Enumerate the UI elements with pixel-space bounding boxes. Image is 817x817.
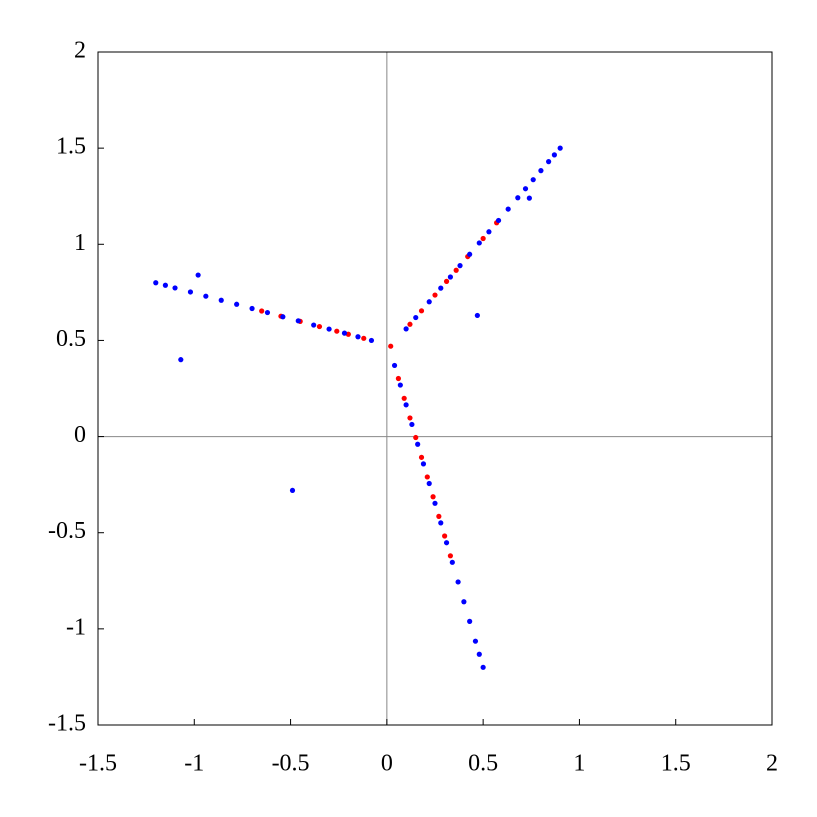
y-tick-label: 1.5 <box>56 134 86 160</box>
point <box>443 540 450 546</box>
x-tick-label: -1.5 <box>79 751 117 777</box>
point <box>355 334 361 340</box>
point <box>476 240 482 246</box>
point <box>432 500 438 506</box>
point <box>407 415 413 421</box>
point <box>162 282 168 288</box>
point <box>546 159 552 165</box>
point <box>264 309 271 316</box>
point <box>430 494 436 500</box>
point <box>311 322 317 328</box>
point <box>388 343 394 349</box>
point <box>249 305 255 312</box>
point <box>447 553 454 559</box>
point <box>443 278 450 284</box>
point <box>418 308 425 314</box>
point <box>403 402 409 408</box>
point <box>424 474 430 480</box>
point <box>289 487 296 494</box>
point <box>420 461 427 467</box>
point <box>432 292 438 298</box>
point <box>455 579 461 585</box>
point <box>438 285 444 291</box>
y-tick-label: 0 <box>74 422 86 448</box>
point <box>480 235 486 242</box>
point <box>178 357 184 363</box>
point <box>415 441 421 447</box>
point <box>218 297 224 303</box>
point <box>438 520 444 526</box>
point <box>557 145 563 151</box>
point <box>295 318 301 324</box>
x-tick-label: 2 <box>766 751 778 777</box>
point <box>203 293 209 299</box>
point <box>426 480 432 487</box>
point <box>407 321 413 327</box>
x-tick-label: -1 <box>184 751 204 777</box>
point <box>449 559 455 565</box>
point <box>476 651 482 657</box>
point <box>461 599 467 605</box>
point <box>551 152 557 158</box>
point <box>395 375 402 382</box>
y-tick-label: 1 <box>74 230 86 256</box>
point <box>397 382 403 388</box>
point <box>480 664 486 670</box>
point <box>280 314 286 320</box>
point <box>474 312 480 319</box>
point <box>401 395 407 401</box>
point <box>409 421 415 428</box>
x-tick-label: 0.5 <box>468 751 498 777</box>
plot-frame <box>97 51 773 726</box>
point <box>172 285 178 291</box>
x-tick-label: -0.5 <box>272 751 310 777</box>
point <box>457 263 463 269</box>
y-tick-label: -0.5 <box>48 518 86 544</box>
point <box>447 274 454 280</box>
point <box>326 326 332 332</box>
point <box>495 217 502 224</box>
point <box>403 326 409 332</box>
point <box>413 434 419 441</box>
point <box>334 328 340 334</box>
point <box>368 337 375 344</box>
point <box>467 618 473 624</box>
point <box>505 206 511 212</box>
point <box>195 272 201 278</box>
point <box>341 330 348 336</box>
point <box>259 308 265 314</box>
point <box>472 638 479 644</box>
y-tick-label: 2 <box>74 38 86 64</box>
point <box>418 454 425 460</box>
x-tick-label: 0 <box>381 751 393 777</box>
point <box>234 301 240 307</box>
point <box>391 362 398 369</box>
x-tick-label: 1 <box>573 751 585 777</box>
point <box>522 186 529 192</box>
point <box>467 251 473 257</box>
point <box>530 177 536 183</box>
point <box>426 299 432 305</box>
point <box>538 168 544 174</box>
point <box>361 335 367 341</box>
point <box>436 513 442 519</box>
point <box>453 267 459 273</box>
y-tick-label: 0.5 <box>56 326 86 352</box>
x-tick-label: 1.5 <box>661 751 691 777</box>
point <box>486 229 492 235</box>
point <box>526 195 532 201</box>
point <box>316 323 323 330</box>
point <box>413 314 419 321</box>
point <box>442 533 448 539</box>
y-tick-label: -1 <box>66 614 86 640</box>
point <box>187 289 194 295</box>
y-tick-label: -1.5 <box>48 711 86 737</box>
point <box>153 280 159 286</box>
point <box>515 195 521 201</box>
